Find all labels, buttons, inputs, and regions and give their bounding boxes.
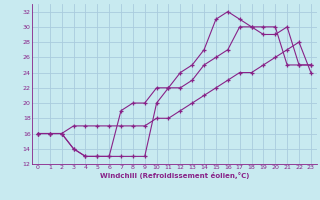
X-axis label: Windchill (Refroidissement éolien,°C): Windchill (Refroidissement éolien,°C) (100, 172, 249, 179)
